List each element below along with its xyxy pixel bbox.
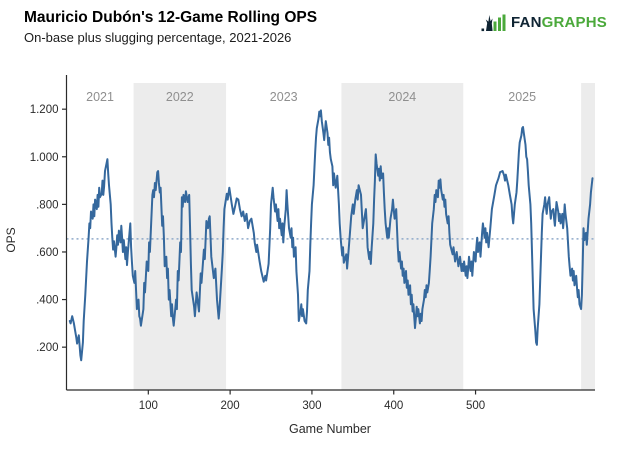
logo-text-graphs: GRAPHS (541, 14, 607, 31)
y-axis-label: OPS (4, 227, 18, 252)
x-tick-label-300: 300 (302, 400, 321, 412)
fangraphs-logo: FAN GRAPHS (481, 13, 607, 33)
series-line-0 (68, 109, 594, 362)
y-tick-label-.200: .200 (36, 342, 58, 354)
y-tick-label-.400: .400 (36, 295, 58, 307)
year-label-2022: 2022 (166, 90, 194, 104)
y-tick-label-1.200: 1.200 (30, 104, 59, 116)
year-label-2025: 2025 (508, 90, 536, 104)
season-band-2024 (341, 83, 464, 390)
y-tick-label-.600: .600 (36, 247, 58, 259)
x-axis-label: Game Number (289, 422, 371, 436)
y-tick-label-1.000: 1.000 (30, 152, 59, 164)
page-subtitle: On-base plus slugging percentage, 2021-2… (24, 30, 292, 46)
year-label-2024: 2024 (388, 90, 416, 104)
year-label-2021: 2021 (86, 90, 114, 104)
x-tick-label-500: 500 (466, 400, 485, 412)
y-tick-label-.800: .800 (36, 199, 58, 211)
x-tick-label-400: 400 (384, 400, 403, 412)
year-label-2023: 2023 (270, 90, 298, 104)
x-tick-label-100: 100 (139, 400, 158, 412)
logo-text-fan: FAN (511, 14, 542, 31)
season-band-2022 (133, 83, 227, 390)
chart-header: Mauricio Dubón's 12-Game Rolling OPS On-… (24, 8, 317, 45)
x-tick-label-200: 200 (221, 400, 240, 412)
page-title: Mauricio Dubón's 12-Game Rolling OPS (24, 9, 318, 26)
fangraphs-logo-icon (481, 14, 506, 32)
